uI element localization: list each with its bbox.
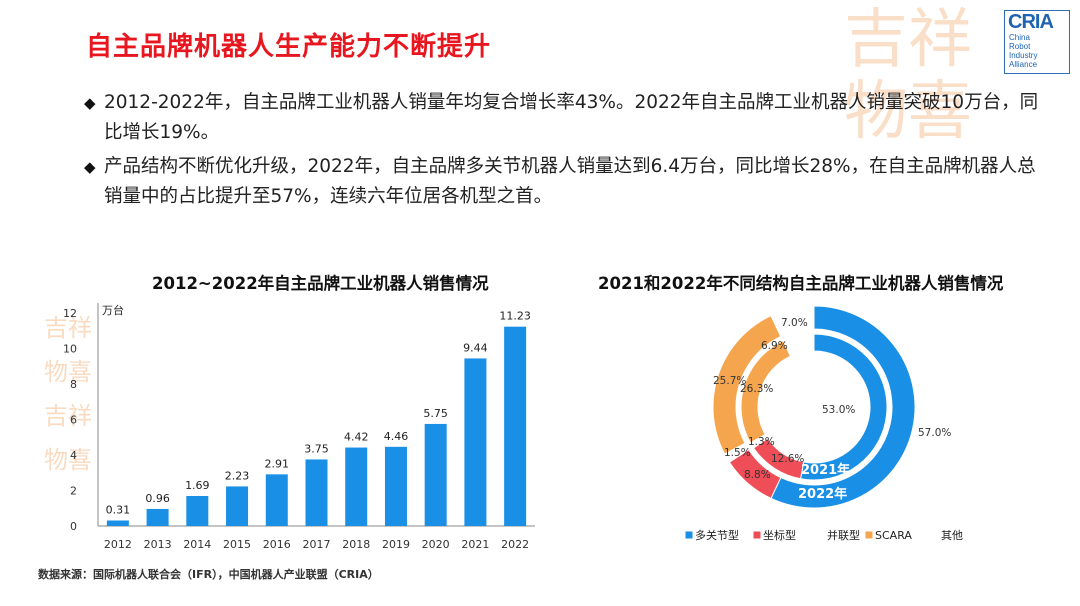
y-tick-label: 0 [70,520,77,533]
bar-2022 [504,326,527,526]
x-tick-label: 2016 [263,538,291,551]
cria-logo: CRIA China Robot Industry Alliance [1004,10,1070,74]
x-tick-label: 2013 [144,538,172,551]
y-tick-label: 8 [70,378,77,391]
bar-series: 0.31 2012 0.96 2013 1.69 2014 2.23 2015 2.91 2016… [104,310,531,551]
y-unit-label: 万台 [102,303,124,317]
bar-chart-title: 2012~2022年自主品牌工业机器人销售情况 [152,274,489,293]
donut-chart-title: 2021和2022年不同结构自主品牌工业机器人销售情况 [598,274,1004,293]
watermark-icon: 物喜 [44,358,92,386]
bar-2017 [305,459,328,526]
watermark-icon: 吉祥 [44,314,92,342]
bar-value-label: 5.75 [423,407,448,420]
logo-sub-2: Robot [1009,42,1031,51]
watermark-icon: 吉祥 [44,402,92,430]
bar-value-label: 4.46 [384,430,409,443]
bar-2016 [265,474,288,526]
bullet-list: 2012-2022年，自主品牌工业机器人销量年均复合增长率43%。2022年自主… [84,88,1044,216]
y-tick-label: 2 [70,485,77,498]
bar-value-label: 2.23 [225,469,250,482]
watermark-icon: 物喜 [44,446,92,474]
bullet-item: 2012-2022年，自主品牌工业机器人销量年均复合增长率43%。2022年自主… [84,88,1044,148]
y-tick-label: 10 [63,343,77,356]
bar-value-label: 11.23 [499,310,531,323]
bar-value-label: 0.96 [145,492,170,505]
bar-2014 [186,496,209,526]
bar-2019 [384,446,407,526]
x-tick-label: 2019 [382,538,410,551]
x-tick-label: 2022 [501,538,529,551]
logo-sub-1: China [1009,33,1030,42]
x-tick-label: 2012 [104,538,132,551]
x-tick-label: 2015 [223,538,251,551]
bullet-item: 产品结构不断优化升级，2022年，自主品牌多关节机器人销量达到6.4万台，同比增… [84,152,1044,212]
x-tick-label: 2020 [422,538,450,551]
bar-2012 [106,520,129,526]
bar-value-label: 3.75 [304,442,329,455]
y-tick-label: 4 [70,449,77,462]
x-tick-label: 2014 [183,538,211,551]
x-tick-label: 2017 [303,538,331,551]
bar-2020 [424,423,447,526]
y-tick-label: 12 [63,307,77,320]
bar-value-label: 0.31 [106,503,131,516]
bar-value-label: 1.69 [185,479,210,492]
logo-name: CRIA [1008,11,1054,33]
bar-value-label: 9.44 [463,341,488,354]
logo-sub-3: Industry [1009,51,1038,60]
bar-value-label: 2.91 [265,457,290,470]
bar-2018 [345,447,368,526]
seal-row-1: 吉祥 [844,3,972,77]
bar-2015 [226,486,249,526]
logo-sub-4: Alliance [1009,60,1038,69]
y-axis: 0 2 4 6 8 10 12 [63,303,535,533]
x-tick-label: 2021 [461,538,489,551]
page-title: 自主品牌机器人生产能力不断提升 [86,32,492,62]
bar-2013 [146,508,169,526]
y-tick-label: 6 [70,414,77,427]
bar-2021 [464,358,487,526]
x-tick-label: 2018 [342,538,370,551]
bar-value-label: 4.42 [344,431,369,444]
data-source: 数据来源：国际机器人联合会（IFR），中国机器人产业联盟（CRIA） [38,568,379,581]
